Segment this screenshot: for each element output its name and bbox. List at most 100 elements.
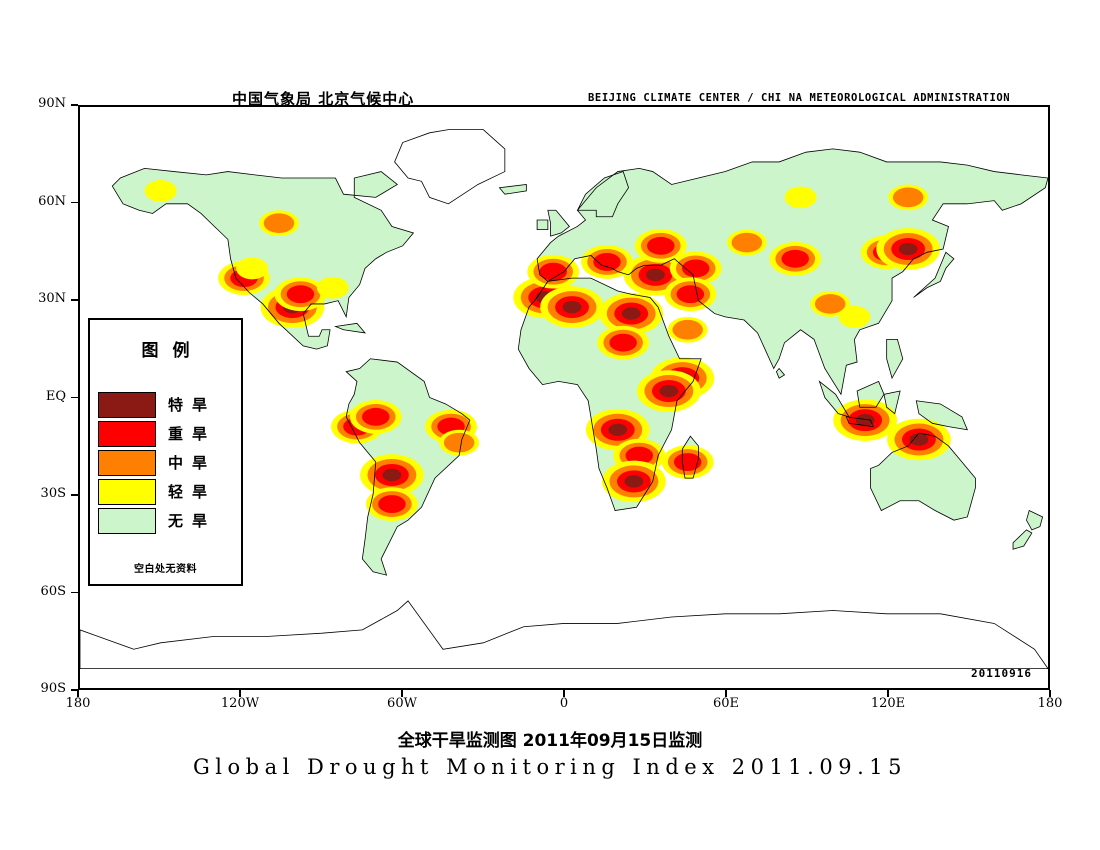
chart-title-english: Global Drought Monitoring Index 2011.09.… (193, 755, 907, 779)
drought-region (876, 228, 941, 270)
x-axis-tick-label: 180 (65, 696, 91, 711)
drought-region (366, 487, 418, 521)
y-axis-tick-label: 90N (38, 96, 66, 111)
drought-region (259, 210, 299, 237)
y-axis-tick-label: 30N (38, 291, 66, 306)
x-axis-tick (887, 690, 889, 697)
y-axis-tick-label: EQ (45, 388, 66, 404)
drought-region (144, 179, 177, 202)
drought-region (833, 399, 898, 442)
landmass-ireland (537, 220, 548, 230)
y-axis-tick-label: 60N (38, 193, 66, 209)
x-axis-tick (239, 690, 241, 697)
map-datestamp: 20110916 (971, 667, 1032, 680)
drought-region (888, 184, 929, 211)
y-axis-tick (71, 201, 78, 204)
world-drought-map (80, 107, 1048, 688)
landmass-antarctica (80, 600, 1048, 669)
x-axis-tick-label: 180 (1037, 696, 1063, 711)
drought-contour-level-4 (676, 285, 705, 304)
drought-region (669, 251, 722, 286)
x-axis-tick-label: 60W (387, 696, 417, 711)
drought-contour-level-3 (731, 232, 763, 253)
drought-region (810, 291, 851, 317)
drought-region (597, 325, 650, 360)
drought-region (236, 257, 269, 280)
drought-contour-level-5 (646, 268, 665, 282)
x-axis-tick (77, 690, 79, 697)
x-axis-tick-label: 120W (220, 696, 260, 711)
drought-contour-level-2 (838, 305, 871, 328)
coastline-iceland (498, 184, 527, 195)
landmass-new-guinea (916, 400, 968, 430)
drought-contour-level-2 (236, 257, 269, 280)
coastline-new-guinea (915, 400, 968, 431)
x-axis-tick-label: 0 (559, 696, 569, 711)
legend-color-swatch (98, 421, 156, 447)
legend-item: 轻旱 (98, 479, 237, 505)
drought-contour-level-5 (621, 307, 641, 320)
drought-contour-level-2 (784, 186, 817, 209)
coastline-cuba (333, 322, 366, 334)
drought-contour-level-5 (562, 300, 582, 314)
y-axis-tick (71, 494, 78, 496)
drought-contour-level-4 (286, 285, 315, 304)
x-axis-tick-label: 120E (870, 696, 906, 711)
x-axis-tick (1049, 690, 1051, 697)
drought-region (316, 276, 349, 299)
coastline-madagascar (681, 435, 699, 479)
drought-contour-level-4 (673, 453, 702, 471)
x-axis-tick-label: 60E (712, 696, 740, 711)
drought-region (581, 245, 633, 279)
landmass-japan (913, 252, 954, 298)
legend-item: 无旱 (98, 508, 237, 534)
drought-contour-level-4 (362, 407, 390, 426)
landmass-philippines (886, 339, 903, 379)
legend-item: 中旱 (98, 450, 237, 476)
drought-contour-level-4 (609, 333, 637, 352)
landmass-scandinavia-sea (577, 171, 629, 217)
drought-region (634, 228, 687, 263)
coastline-layer (80, 129, 1048, 670)
coastline-sri-lanka (775, 367, 786, 379)
coastline-antarctica (80, 600, 1048, 670)
drought-region (599, 292, 664, 335)
coastline-ireland (536, 219, 549, 231)
drought-region (360, 454, 424, 496)
map-legend: 图例 特旱 重旱 中旱 轻旱 无旱 空白处无资料 (88, 318, 243, 586)
legend-color-swatch (98, 508, 156, 534)
x-axis-tick (563, 690, 565, 697)
drought-region (726, 229, 767, 256)
coastline-new-zealand-n (1026, 509, 1044, 531)
x-axis-tick (401, 690, 403, 697)
y-axis-tick (71, 396, 78, 399)
drought-contour-level-3 (814, 294, 846, 314)
drought-contour-level-5 (898, 242, 918, 256)
agency-header-english: BEIJING CLIMATE CENTER / CHI NA METEOROL… (588, 92, 1011, 104)
y-axis-tick (71, 299, 78, 301)
coastline-south-america (345, 358, 471, 576)
drought-contour-level-5 (382, 468, 402, 482)
y-axis-tick (71, 689, 78, 691)
legend-item-label: 重旱 (168, 425, 217, 443)
coastline-australia (870, 432, 976, 521)
y-axis-tick-label: 90S (40, 681, 66, 696)
landmass-north-america (112, 168, 414, 350)
coastline-north-america (111, 167, 415, 350)
y-axis-tick-label: 60S (40, 583, 66, 599)
drought-region (439, 429, 480, 456)
legend-item: 特旱 (98, 392, 237, 418)
drought-contour-level-3 (892, 187, 924, 208)
landmass-new-zealand-s (1013, 529, 1032, 550)
y-axis-tick-label: 30S (40, 486, 66, 501)
drought-region (667, 316, 708, 343)
coastline-new-zealand-s (1012, 529, 1033, 550)
coastline-philippines (886, 339, 904, 380)
drought-contour-level-4 (647, 236, 675, 255)
coastline-greenland (394, 129, 506, 205)
drought-region (769, 241, 822, 276)
drought-contour-level-3 (672, 319, 703, 340)
agency-header-chinese: 中国气象局 北京气候中心 (232, 90, 415, 108)
y-axis-tick (71, 591, 78, 594)
